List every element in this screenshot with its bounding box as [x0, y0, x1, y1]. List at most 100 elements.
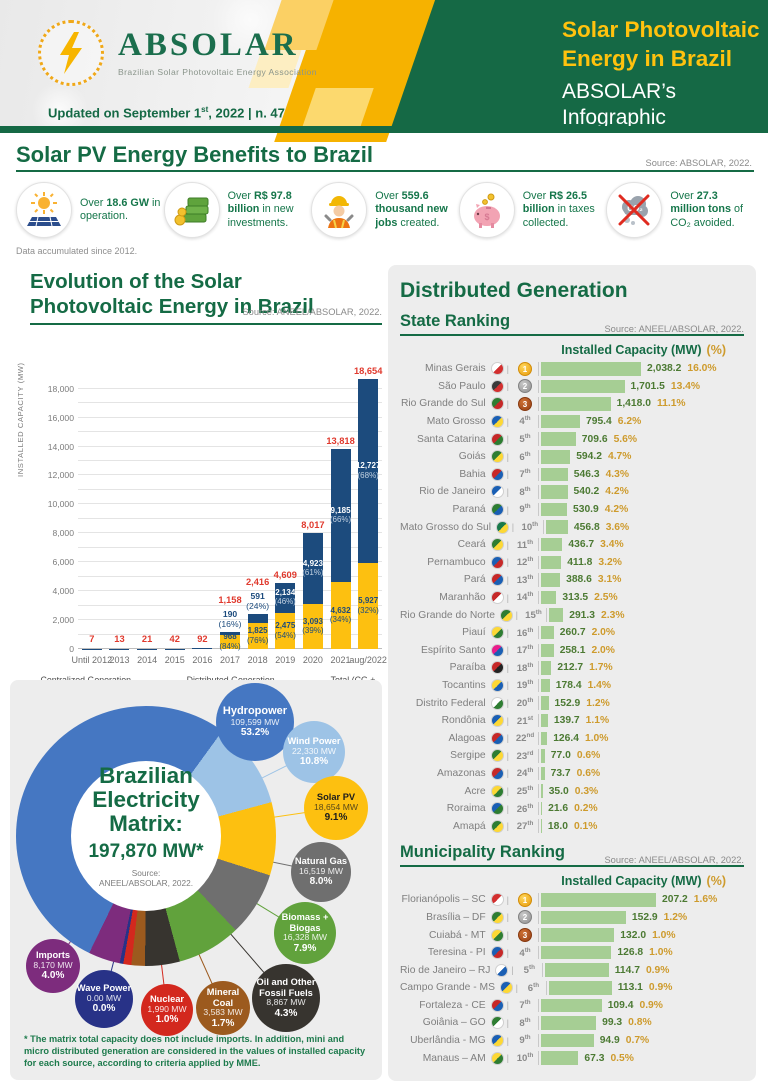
cg-bar-label: 3,093 (39%) — [302, 616, 324, 636]
region-name: Mato Grosso — [426, 416, 486, 428]
capacity-value: 212.7 — [557, 662, 584, 674]
capacity-percent: 1.1% — [585, 715, 610, 727]
bar-zone: 21.6 0.2% — [538, 801, 744, 816]
bar-zone: 1,418.0 11.1% — [538, 397, 744, 411]
capacity-percent: 1.6% — [693, 894, 718, 906]
distributed-generation-section: Distributed Generation State Ranking Sou… — [388, 265, 756, 1081]
distributed-generation-bar — [164, 648, 185, 650]
ranking-row: Roraima | 26th 21.6 0.2% — [400, 800, 744, 818]
lightning-bolt-icon — [38, 20, 104, 86]
total-label: 21 — [141, 634, 153, 645]
rank-badge: 1 — [512, 892, 538, 907]
total-label: 13 — [114, 634, 125, 645]
matrix-footnote: * The matrix total capacity does not inc… — [24, 1034, 366, 1068]
capacity-percent: 1.2% — [586, 697, 610, 709]
capacity-bar — [541, 749, 545, 763]
capacity-bar — [541, 414, 580, 429]
bar-zone: 388.6 3.1% — [538, 573, 744, 587]
rank-badge: 27th — [516, 820, 534, 833]
capacity-percent: 5.6% — [613, 433, 638, 445]
separator: | — [506, 930, 509, 941]
ranking-row: Pará | 13th 388.6 3.1% — [400, 571, 744, 589]
separator: | — [506, 821, 509, 832]
source-capacity: 16,519 MW — [299, 865, 343, 876]
rank-badge: 11th — [516, 538, 534, 551]
capacity-value: 126.4 — [553, 732, 579, 744]
dg-bar-label: 9,185 (66%) — [329, 505, 352, 525]
capacity-percent: 0.6% — [576, 750, 601, 762]
benefit-item: $ Over R$ 26.5 billion in taxes collected… — [458, 182, 607, 238]
flag-icon — [490, 678, 504, 692]
region-name: Roraima — [446, 803, 486, 815]
benefit-text-segment: Over — [227, 189, 254, 202]
logo-text: ABSOLAR Brazilian Solar Photovoltaic Ene… — [118, 29, 317, 78]
capacity-percent: 3.6% — [605, 521, 630, 533]
x-axis-tick: 2020 — [302, 655, 323, 666]
capacity-value: 388.6 — [566, 574, 592, 586]
region-name: Tocantins — [442, 679, 486, 691]
x-axis-tick: 2018 — [247, 655, 268, 666]
capacity-value: 77.0 — [550, 750, 571, 762]
separator: | — [506, 803, 509, 814]
total-label: 8,017 — [301, 520, 325, 531]
rank-badge: 25th — [516, 784, 534, 798]
rank-badge: 1 — [512, 361, 538, 376]
region-name: Manaus – AM — [422, 1052, 486, 1064]
separator: | — [506, 574, 509, 585]
capacity-bar — [541, 467, 568, 482]
region-name: Amazonas — [437, 767, 486, 779]
matrix-source-bubble: Oil and Other Fossil Fuels 8,867 MW 4.3% — [252, 964, 320, 1032]
cg-bar-label: 1,825 (76%) — [246, 626, 269, 645]
flag-icon — [490, 467, 504, 481]
total-label: 18,654 — [353, 366, 383, 377]
capacity-percent: 0.9% — [648, 982, 673, 994]
x-axis-tick: 2013 — [109, 655, 130, 666]
source-percent: 1.0% — [155, 1014, 179, 1026]
capacity-percent: 16.0% — [687, 363, 717, 375]
separator: | — [506, 434, 509, 445]
source-capacity: 8,867 MW — [266, 997, 306, 1007]
flag-icon — [490, 538, 504, 552]
divider — [400, 865, 744, 868]
region-name: Mato Grosso do Sul — [400, 521, 491, 533]
capacity-bar — [541, 945, 612, 960]
benefit-text-segment: created. — [397, 216, 440, 229]
municipality-ranking-header: Municipality Ranking Source: ANEEL/ABSOL… — [400, 843, 744, 868]
capacity-value: 709.6 — [581, 433, 608, 445]
capacity-value: 35.0 — [548, 785, 569, 797]
silver-medal-icon: 2 — [518, 910, 532, 925]
capacity-value: 94.9 — [599, 1035, 620, 1047]
evolution-header: Evolution of the Solar Photovoltaic Ener… — [30, 270, 382, 319]
gold-medal-icon: 1 — [518, 361, 532, 376]
gridline — [78, 532, 382, 534]
capacity-bar — [548, 608, 564, 622]
rank-badge: 22nd — [515, 732, 535, 745]
flag-icon — [490, 643, 504, 657]
evolution-chart: INSTALLED CAPACITY (MW) 0 2,000 4,000 6,000… — [16, 357, 387, 666]
piggy-bank-icon: $ — [458, 182, 515, 238]
matrix-total-value: 197,870 MW* — [88, 840, 204, 862]
capacity-bar — [541, 819, 542, 833]
svg-text:$: $ — [484, 212, 489, 222]
total-label: 92 — [197, 633, 208, 644]
title-line-2: Energy in Brazil — [562, 45, 733, 71]
flag-icon — [490, 819, 504, 833]
capacity-column-label: Installed Capacity (MW) — [561, 343, 702, 357]
x-axis-tick: Until 2012 — [71, 655, 113, 666]
rank-badge: 10th — [521, 521, 539, 534]
capacity-value: 152.9 — [631, 911, 658, 923]
y-axis-tick: 6,000 — [52, 557, 74, 568]
total-label: 7 — [89, 634, 95, 645]
gridline — [78, 431, 382, 432]
bar-zone: 18.0 0.1% — [538, 819, 744, 833]
capacity-value: 114.7 — [614, 964, 640, 976]
flag-icon — [500, 981, 513, 995]
bar-zone: 132.0 1.0% — [538, 928, 744, 942]
separator: | — [506, 363, 509, 374]
divider — [16, 170, 754, 172]
region-name: Acre — [464, 785, 486, 797]
gridline — [78, 590, 382, 592]
dg-bar-label: 190 (16%) — [218, 608, 242, 630]
cg-bar-label: 4,632 (34%) — [329, 605, 352, 625]
